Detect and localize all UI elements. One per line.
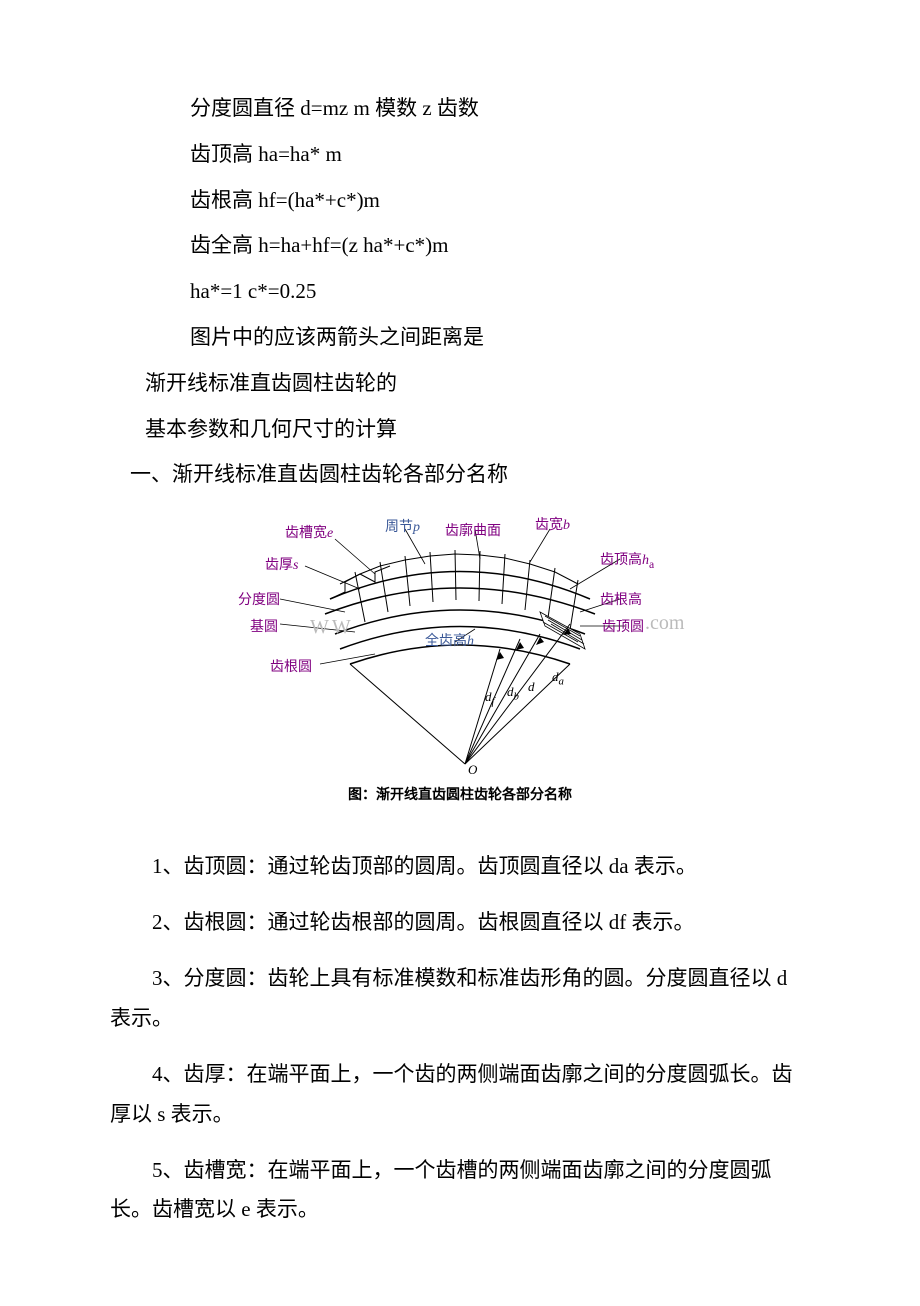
label-chikuoqumian: 齿廓曲面 [445,520,501,540]
definition-2: 2、齿根圆：通过轮齿根部的圆周。齿根圆直径以 df 表示。 [110,903,810,943]
label-zhoujie: 周节p [385,516,420,536]
definition-4: 4、齿厚：在端平面上，一个齿的两侧端面齿廓之间的分度圆弧长。齿厚以 s 表示。 [110,1055,810,1135]
label-chicaokuan: 齿槽宽e [285,522,333,542]
label-chikuan: 齿宽b [535,514,570,534]
diagram-caption: 图：渐开线直齿圆柱齿轮各部分名称 [348,784,572,804]
label-da: da [552,669,564,688]
section-title-1: 渐开线标准直齿圆柱齿轮的 [110,365,810,403]
label-jiyuan: 基圆 [250,616,278,636]
label-df: df [485,689,495,708]
label-d: d [528,679,535,695]
label-chidingyuan: 齿顶圆 [602,616,644,636]
formula-line-5: ha*=1 c*=0.25 [110,273,810,311]
formula-line-3: 齿根高 hf=(ha*+c*)m [110,182,810,220]
section-title-2: 基本参数和几何尺寸的计算 [110,411,810,449]
label-origin: O [468,762,477,778]
label-quanchigao: 全齿高h [425,630,474,650]
label-chidinggao: 齿顶高ha [600,549,654,571]
gear-diagram: 齿槽宽e 周节p 齿廓曲面 齿宽b 齿厚s 齿顶高ha 分度圆 齿根高 基圆 W… [230,504,690,804]
watermark-left: WW [310,616,354,639]
label-fenduyuan: 分度圆 [238,589,280,609]
label-chihou: 齿厚s [265,554,298,574]
formula-line-2: 齿顶高 ha=ha* m [110,136,810,174]
formula-line-4: 齿全高 h=ha+hf=(z ha*+c*)m [110,227,810,265]
definition-3: 3、分度圆：齿轮上具有标准模数和标准齿形角的圆。分度圆直径以 d 表示。 [110,959,810,1039]
definition-5: 5、齿槽宽：在端平面上，一个齿槽的两侧端面齿廓之间的分度圆弧长。齿槽宽以 e 表… [110,1151,810,1231]
diagram-container: 齿槽宽e 周节p 齿廓曲面 齿宽b 齿厚s 齿顶高ha 分度圆 齿根高 基圆 W… [110,504,810,804]
label-chigenyuan: 齿根圆 [270,656,312,676]
label-chigengao: 齿根高 [600,589,642,609]
label-db: db [507,684,519,703]
formula-line-1: 分度圆直径 d=mz m 模数 z 齿数 [110,90,810,128]
section-heading: 一、渐开线标准直齿圆柱齿轮各部分名称 [110,456,810,494]
watermark-right: .com [645,612,684,635]
text-line-6: 图片中的应该两箭头之间距离是 [110,319,810,357]
definition-1: 1、齿顶圆：通过轮齿顶部的圆周。齿顶圆直径以 da 表示。 [110,847,810,887]
